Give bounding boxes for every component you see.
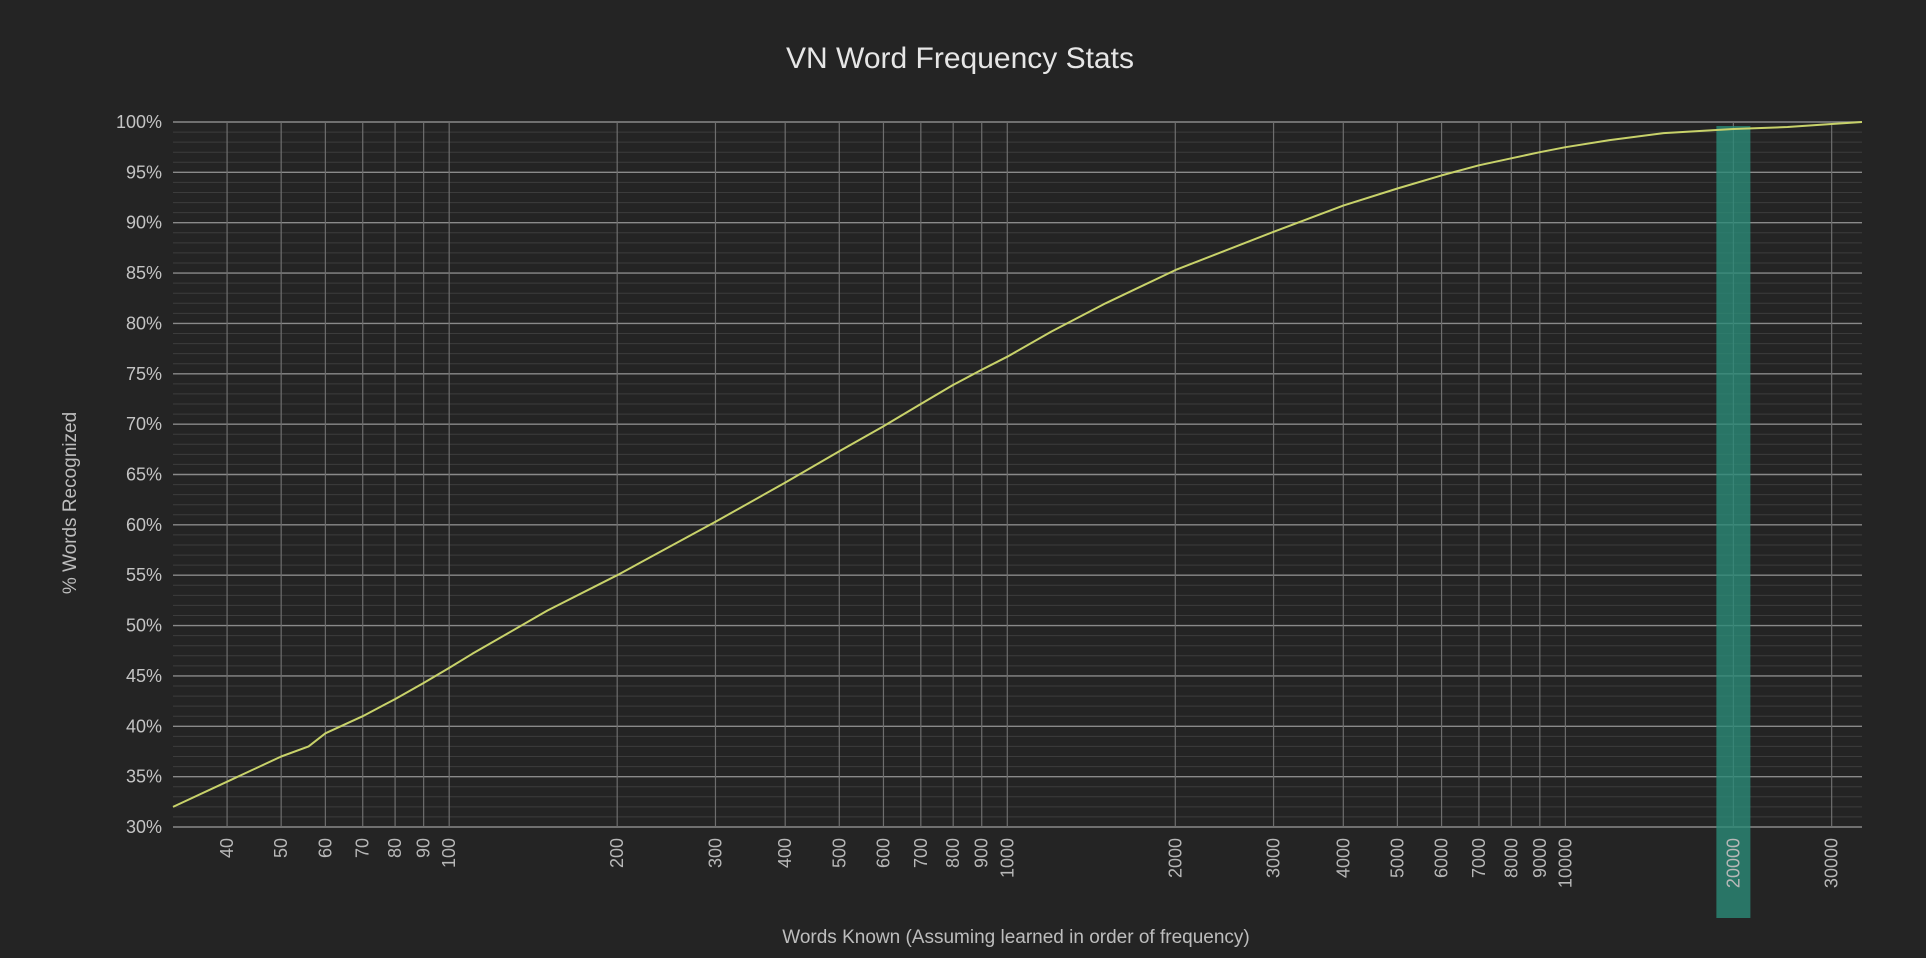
x-tick-label: 6000 bbox=[1432, 838, 1452, 878]
y-tick-label: 50% bbox=[126, 616, 162, 636]
y-tick-label: 35% bbox=[126, 767, 162, 787]
x-tick-label: 2000 bbox=[1165, 838, 1185, 878]
x-tick-label: 4000 bbox=[1333, 838, 1353, 878]
y-tick-label: 80% bbox=[126, 313, 162, 333]
x-tick-label: 100 bbox=[439, 838, 459, 868]
y-tick-label: 30% bbox=[126, 817, 162, 837]
x-tick-label: 5000 bbox=[1387, 838, 1407, 878]
y-tick-label: 65% bbox=[126, 465, 162, 485]
chart-title: VN Word Frequency Stats bbox=[786, 42, 1134, 75]
x-tick-label: 9000 bbox=[1530, 838, 1550, 878]
x-tick-label: 40 bbox=[217, 838, 237, 858]
y-tick-label: 60% bbox=[126, 515, 162, 535]
highlight-band bbox=[1716, 126, 1751, 918]
x-tick-label: 200 bbox=[607, 838, 627, 868]
y-tick-label: 75% bbox=[126, 364, 162, 384]
x-tick-label: 30000 bbox=[1822, 838, 1842, 888]
x-tick-label: 3000 bbox=[1264, 838, 1284, 878]
series-line bbox=[172, 121, 1863, 808]
x-tick-label: 7000 bbox=[1469, 838, 1489, 878]
x-tick-label: 1000 bbox=[997, 838, 1017, 878]
y-tick-labels: 30% 35% 40% 45% 50% 55% 60% 65% 70% 75% 80% 85% 90% 9… bbox=[116, 112, 162, 837]
x-tick-label: 20000 bbox=[1723, 838, 1743, 888]
y-tick-label: 100% bbox=[116, 112, 162, 132]
x-tick-label: 60 bbox=[315, 838, 335, 858]
y-tick-label: 70% bbox=[126, 414, 162, 434]
x-tick-label: 50 bbox=[271, 838, 291, 858]
y-axis-label: % Words Recognized bbox=[60, 412, 81, 594]
x-tick-label: 500 bbox=[829, 838, 849, 868]
x-tick-label: 600 bbox=[873, 838, 893, 868]
x-tick-labels: 40 50 60 70 80 90 100 200 300 400 500 600 700 800 900 1… bbox=[217, 838, 1842, 888]
x-tick-label: 70 bbox=[353, 838, 373, 858]
x-tick-label: 400 bbox=[775, 838, 795, 868]
x-tick-label: 700 bbox=[911, 838, 931, 868]
y-tick-label: 40% bbox=[126, 716, 162, 736]
x-tick-label: 300 bbox=[705, 838, 725, 868]
major-gridlines bbox=[173, 121, 1862, 828]
x-axis-label: Words Known (Assuming learned in order o… bbox=[782, 927, 1250, 948]
y-tick-label: 55% bbox=[126, 565, 162, 585]
series-layer bbox=[172, 121, 1863, 808]
y-tick-label: 85% bbox=[126, 263, 162, 283]
x-tick-label: 800 bbox=[943, 838, 963, 868]
y-tick-label: 90% bbox=[126, 213, 162, 233]
highlight-layer bbox=[1716, 126, 1751, 918]
x-tick-label: 8000 bbox=[1501, 838, 1521, 878]
x-tick-label: 900 bbox=[972, 838, 992, 868]
x-tick-label: 80 bbox=[385, 838, 405, 858]
minor-gridlines bbox=[173, 131, 1862, 818]
x-tick-label: 90 bbox=[414, 838, 434, 858]
x-tick-label: 10000 bbox=[1555, 838, 1575, 888]
y-tick-label: 95% bbox=[126, 162, 162, 182]
y-tick-label: 45% bbox=[126, 666, 162, 686]
